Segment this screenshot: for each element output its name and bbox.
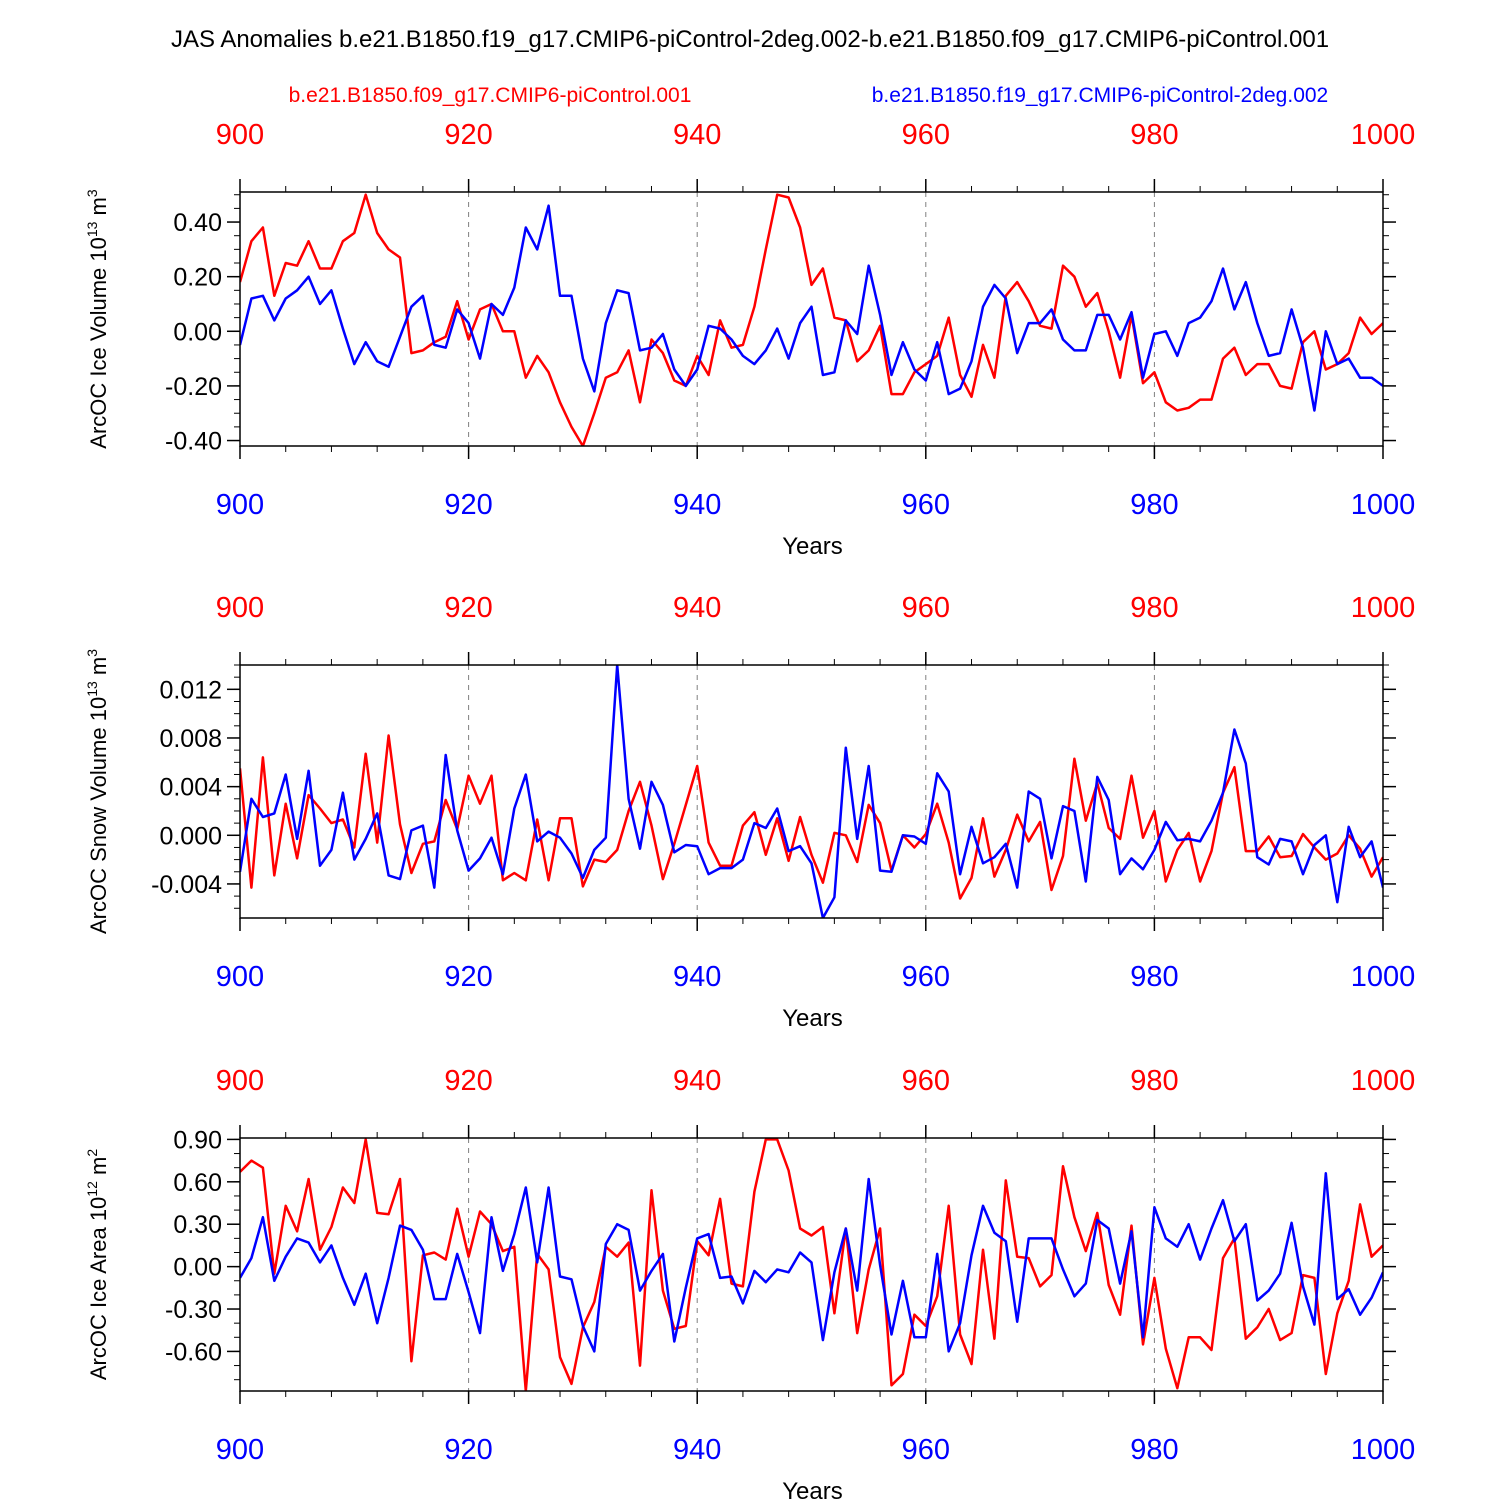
ice-area-x-tick-label-top: 1000 bbox=[1351, 1065, 1416, 1097]
ice-volume-y-tick-label: 0.00 bbox=[173, 318, 222, 346]
ice-volume-y-axis-label-unit-exponent: 3 bbox=[84, 189, 100, 197]
ice-area-y-tick-label: 0.30 bbox=[173, 1211, 222, 1239]
ice-area-series-red bbox=[240, 1138, 1383, 1391]
ice-volume-x-tick-label-bottom: 920 bbox=[444, 489, 492, 521]
ice-volume-x-tick-label-bottom: 980 bbox=[1130, 489, 1178, 521]
ice-area-x-tick-label-bottom: 940 bbox=[673, 1434, 721, 1466]
ice-volume-x-tick-label-bottom: 960 bbox=[902, 489, 950, 521]
snow-volume-x-tick-label-top: 920 bbox=[444, 592, 492, 624]
ice-area-y-axis-label-exponent: 12 bbox=[84, 1181, 100, 1197]
ice-area-y-axis-label-unit: m bbox=[86, 1157, 111, 1181]
ice-volume-y-axis-label: ArcOC Ice Volume 1013 m3 bbox=[84, 189, 111, 449]
ice-volume-y-tick-label: -0.20 bbox=[165, 373, 222, 401]
ice-area-x-tick-label-top: 980 bbox=[1130, 1065, 1178, 1097]
ice-volume-x-tick-label-top: 1000 bbox=[1351, 119, 1416, 151]
snow-volume-x-tick-label-top: 960 bbox=[902, 592, 950, 624]
ice-area-x-tick-label-bottom: 960 bbox=[902, 1434, 950, 1466]
panel-ice-volume: -0.40 -0.20 0.00 0.20 0.40 900 900 920 920 940 940… bbox=[84, 119, 1415, 560]
snow-volume-y-axis-label-unit-exponent: 3 bbox=[84, 649, 100, 657]
ice-volume-x-tick-label-bottom: 900 bbox=[216, 489, 264, 521]
ice-area-y-tick-label: -0.60 bbox=[165, 1338, 222, 1366]
ice-volume-series-blue bbox=[240, 204, 1383, 412]
panel-ice-area: -0.60 -0.30 0.00 0.30 0.60 0.90 900 900 920 920 94… bbox=[84, 1065, 1415, 1500]
snow-volume-y-axis-label-text: ArcOC Snow Volume 10 bbox=[86, 697, 111, 934]
ice-area-x-tick-label-bottom: 980 bbox=[1130, 1434, 1178, 1466]
ice-area-x-tick-label-bottom: 900 bbox=[216, 1434, 264, 1466]
ice-volume-series-red bbox=[240, 193, 1383, 446]
ice-volume-x-tick-label-top: 900 bbox=[216, 119, 264, 151]
ice-volume-y-tick-label: 0.40 bbox=[173, 209, 222, 237]
ice-volume-y-tick-label: 0.20 bbox=[173, 264, 222, 292]
ice-volume-x-axis-label: Years bbox=[782, 533, 843, 560]
snow-volume-plot-frame bbox=[239, 664, 1384, 919]
ice-volume-y-axis-label-text: ArcOC Ice Volume 10 bbox=[86, 237, 111, 449]
ice-area-y-axis-label-text: ArcOC Ice Area 10 bbox=[86, 1197, 111, 1380]
ice-area-y-tick-label: 0.00 bbox=[173, 1254, 222, 1282]
snow-volume-y-tick-label: 0.008 bbox=[159, 725, 222, 753]
snow-volume-x-tick-label-bottom: 900 bbox=[216, 961, 264, 993]
snow-volume-x-tick-label-bottom: 960 bbox=[902, 961, 950, 993]
ice-area-y-tick-label: 0.60 bbox=[173, 1169, 222, 1197]
snow-volume-x-tick-label-top: 1000 bbox=[1351, 592, 1416, 624]
ice-area-x-tick-label-top: 920 bbox=[444, 1065, 492, 1097]
ice-volume-x-tick-label-top: 960 bbox=[902, 119, 950, 151]
ice-area-x-tick-label-bottom: 1000 bbox=[1351, 1434, 1416, 1466]
snow-volume-x-tick-label-bottom: 1000 bbox=[1351, 961, 1416, 993]
snow-volume-series-red bbox=[240, 734, 1383, 900]
ice-area-y-axis-label-unit-exponent: 2 bbox=[84, 1149, 100, 1157]
snow-volume-y-tick-label: 0.012 bbox=[159, 676, 222, 704]
ice-volume-plot-frame bbox=[239, 191, 1384, 447]
ice-area-series-blue bbox=[240, 1172, 1383, 1353]
snow-volume-x-tick-label-bottom: 920 bbox=[444, 961, 492, 993]
legend-red-label: b.e21.B1850.f09_g17.CMIP6-piControl.001 bbox=[289, 84, 692, 107]
snow-volume-x-axis-label: Years bbox=[782, 1005, 843, 1032]
ice-volume-x-tick-label-top: 940 bbox=[673, 119, 721, 151]
snow-volume-y-tick-label: 0.000 bbox=[159, 822, 222, 850]
ice-volume-x-tick-label-bottom: 1000 bbox=[1351, 489, 1416, 521]
ice-area-x-tick-label-bottom: 920 bbox=[444, 1434, 492, 1466]
ice-area-x-tick-label-top: 940 bbox=[673, 1065, 721, 1097]
ice-volume-y-tick-label: -0.40 bbox=[165, 428, 222, 456]
snow-volume-y-axis-label-exponent: 13 bbox=[84, 681, 100, 697]
ice-volume-y-axis-label-exponent: 13 bbox=[84, 221, 100, 237]
ice-area-x-tick-label-top: 960 bbox=[902, 1065, 950, 1097]
ice-area-plot-frame bbox=[239, 1137, 1384, 1392]
ice-area-y-tick-label: -0.30 bbox=[165, 1296, 222, 1324]
snow-volume-x-tick-label-bottom: 980 bbox=[1130, 961, 1178, 993]
snow-volume-x-tick-label-top: 980 bbox=[1130, 592, 1178, 624]
ice-volume-x-tick-label-bottom: 940 bbox=[673, 489, 721, 521]
snow-volume-y-axis-label: ArcOC Snow Volume 1013 m3 bbox=[84, 649, 111, 934]
legend-blue-label: b.e21.B1850.f19_g17.CMIP6-piControl-2deg… bbox=[872, 84, 1328, 107]
ice-area-y-axis-label: ArcOC Ice Area 1012 m2 bbox=[84, 1149, 111, 1380]
ice-area-x-axis-label: Years bbox=[782, 1478, 843, 1500]
ice-area-y-tick-label: 0.90 bbox=[173, 1126, 222, 1154]
ice-area-x-tick-label-top: 900 bbox=[216, 1065, 264, 1097]
snow-volume-y-axis-label-unit: m bbox=[86, 657, 111, 681]
ice-volume-x-tick-label-top: 980 bbox=[1130, 119, 1178, 151]
snow-volume-x-tick-label-top: 900 bbox=[216, 592, 264, 624]
snow-volume-y-tick-label: -0.004 bbox=[151, 871, 222, 899]
snow-volume-series-blue bbox=[240, 665, 1383, 918]
snow-volume-y-tick-label: 0.004 bbox=[159, 774, 222, 802]
ice-volume-y-axis-label-unit: m bbox=[86, 197, 111, 221]
figure-title: JAS Anomalies b.e21.B1850.f19_g17.CMIP6-… bbox=[171, 26, 1329, 53]
snow-volume-x-tick-label-top: 940 bbox=[673, 592, 721, 624]
ice-volume-x-tick-label-top: 920 bbox=[444, 119, 492, 151]
panel-snow-volume: -0.004 0.000 0.004 0.008 0.012 900 900 920 920 94… bbox=[84, 592, 1415, 1032]
snow-volume-x-tick-label-bottom: 940 bbox=[673, 961, 721, 993]
